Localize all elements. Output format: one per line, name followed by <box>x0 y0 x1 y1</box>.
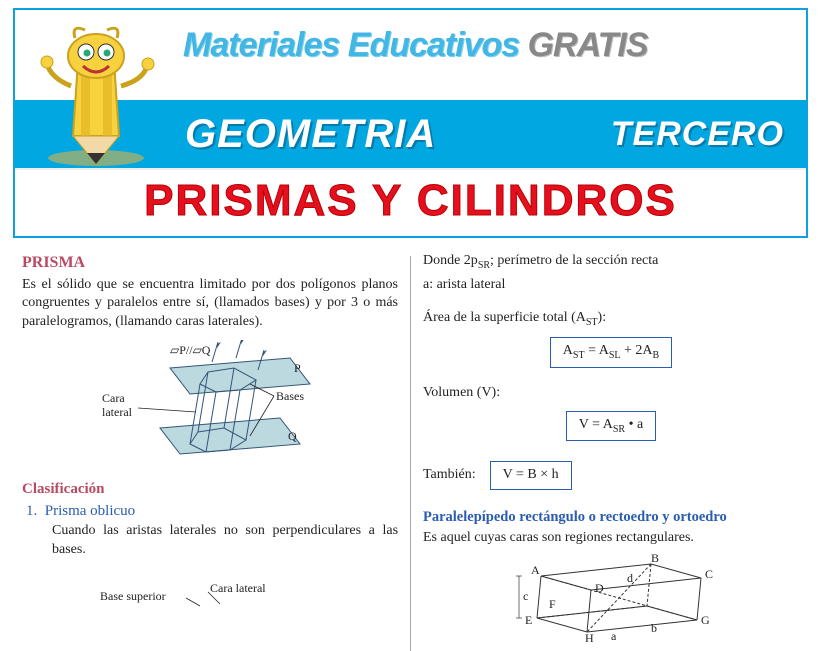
content-columns: PRISMA Es el sólido que se encuentra lim… <box>0 238 821 651</box>
diag2-side: Cara lateral <box>210 581 266 595</box>
subject-label: GEOMETRIA <box>185 112 436 157</box>
also-label: También: <box>423 467 476 482</box>
prisma-diagram: ▱P//▱Q P Q Cara lateral <box>22 340 398 467</box>
svg-text:D: D <box>595 581 604 595</box>
para-body: Es aquel cuyas caras son regiones rectan… <box>423 529 799 548</box>
svg-text:E: E <box>525 613 532 627</box>
area-label: Área de la superficie total (AST): <box>423 309 799 329</box>
pencil-mascot-icon <box>21 16 171 166</box>
area-b: ): <box>598 310 607 325</box>
column-divider <box>410 256 411 651</box>
svg-text:B: B <box>651 552 659 565</box>
svg-text:c: c <box>523 589 528 603</box>
banner-top: Materiales Educativos GRATIS <box>15 10 806 100</box>
topic-title: PRISMAS Y CILINDROS <box>144 176 677 225</box>
topic-bar: PRISMAS Y CILINDROS <box>15 168 806 236</box>
sub-st: ST <box>586 317 598 328</box>
formula-vol: V = ASR • a <box>566 411 656 441</box>
list-item-1: 1. Prisma oblicuo <box>22 501 398 522</box>
formula-area-row: AST = ASL + 2AB <box>423 333 799 375</box>
txt: Donde 2p <box>423 253 478 268</box>
formula-vol-row: V = ASR • a <box>423 407 799 449</box>
svg-text:H: H <box>585 631 594 644</box>
svg-text:G: G <box>701 613 710 627</box>
rectoedro-diagram: A B C D E F G H a b c d <box>423 552 799 651</box>
heading-clasificacion: Clasificación <box>22 479 398 499</box>
document-banner: Materiales Educativos GRATIS GEOMETRIA T… <box>13 8 808 238</box>
list-item-body: Cuando las aristas laterales no son perp… <box>52 522 398 560</box>
svg-text:d: d <box>627 571 633 585</box>
diag-label-P: P <box>294 361 301 375</box>
list-item-label: Prisma oblicuo <box>45 503 135 519</box>
vol-label: Volumen (V): <box>423 384 799 403</box>
svg-text:C: C <box>705 567 713 581</box>
perimeter-line: Donde 2pSR; perímetro de la sección rect… <box>423 252 799 272</box>
left-column: PRISMA Es el sólido que se encuentra lim… <box>22 252 398 651</box>
list-num: 1. <box>26 503 37 519</box>
diag-label-Q: Q <box>288 429 297 443</box>
svg-text:F: F <box>549 597 556 611</box>
arista-line: a: arista lateral <box>423 276 799 295</box>
svg-text:b: b <box>651 621 657 635</box>
formula-area: AST = ASL + 2AB <box>550 337 672 367</box>
svg-text:a: a <box>611 629 617 643</box>
site-title-part1: Materiales Educativos <box>183 26 519 64</box>
area-a: Área de la superficie total (A <box>423 310 586 325</box>
site-title: Materiales Educativos GRATIS <box>183 12 798 62</box>
diag-label-lateral: lateral <box>102 405 133 419</box>
diag-label-pq: ▱P//▱Q <box>170 343 211 357</box>
site-title-part2: GRATIS <box>519 26 647 64</box>
prisma-definition: Es el sólido que se encuentra limitado p… <box>22 276 398 333</box>
diag-label-cara: Cara <box>102 391 125 405</box>
right-column: Donde 2pSR; perímetro de la sección rect… <box>423 252 799 651</box>
svg-text:A: A <box>531 563 540 577</box>
sub-sr: SR <box>478 260 490 271</box>
banner-title-wrap: Materiales Educativos GRATIS <box>183 12 798 62</box>
heading-prisma: PRISMA <box>22 252 398 274</box>
diag2-top: Base superior <box>100 589 166 603</box>
also-row: También: V = B × h <box>423 457 799 498</box>
oblique-prism-diagram: Base superior Cara lateral <box>22 568 398 615</box>
txt2: ; perímetro de la sección recta <box>490 253 658 268</box>
formula-also: V = B × h <box>490 461 572 490</box>
diag-label-bases: Bases <box>276 389 304 403</box>
grade-label: TERCERO <box>611 115 784 154</box>
heading-paralelepipedo: Paralelepípedo rectángulo o rectoedro y … <box>423 508 799 528</box>
